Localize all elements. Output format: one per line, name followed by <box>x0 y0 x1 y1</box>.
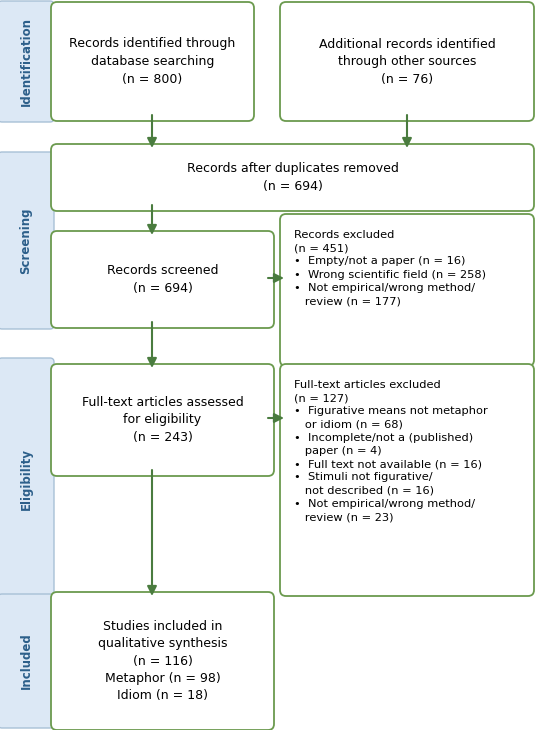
FancyBboxPatch shape <box>0 1 54 122</box>
Text: Included: Included <box>19 633 33 689</box>
FancyBboxPatch shape <box>280 2 534 121</box>
FancyBboxPatch shape <box>51 231 274 328</box>
FancyBboxPatch shape <box>0 152 54 329</box>
FancyBboxPatch shape <box>51 364 274 476</box>
Text: Records screened
(n = 694): Records screened (n = 694) <box>107 264 218 295</box>
Text: Additional records identified
through other sources
(n = 76): Additional records identified through ot… <box>318 37 495 85</box>
Text: Identification: Identification <box>19 17 33 106</box>
Text: Screening: Screening <box>19 207 33 274</box>
FancyBboxPatch shape <box>0 358 54 599</box>
Text: Eligibility: Eligibility <box>19 447 33 510</box>
Text: Full-text articles excluded
(n = 127)
•  Figurative means not metaphor
   or idi: Full-text articles excluded (n = 127) • … <box>294 380 488 522</box>
Text: Records identified through
database searching
(n = 800): Records identified through database sear… <box>69 37 236 85</box>
FancyBboxPatch shape <box>0 594 54 728</box>
FancyBboxPatch shape <box>280 214 534 366</box>
FancyBboxPatch shape <box>280 364 534 596</box>
Text: Records after duplicates removed
(n = 694): Records after duplicates removed (n = 69… <box>187 162 398 193</box>
FancyBboxPatch shape <box>51 592 274 730</box>
FancyBboxPatch shape <box>51 2 254 121</box>
FancyBboxPatch shape <box>51 144 534 211</box>
Text: Records excluded
(n = 451)
•  Empty/not a paper (n = 16)
•  Wrong scientific fie: Records excluded (n = 451) • Empty/not a… <box>294 230 486 306</box>
Text: Full-text articles assessed
for eligibility
(n = 243): Full-text articles assessed for eligibil… <box>81 396 243 444</box>
Text: Studies included in
qualitative synthesis
(n = 116)
Metaphor (n = 98)
Idiom (n =: Studies included in qualitative synthesi… <box>98 620 227 702</box>
